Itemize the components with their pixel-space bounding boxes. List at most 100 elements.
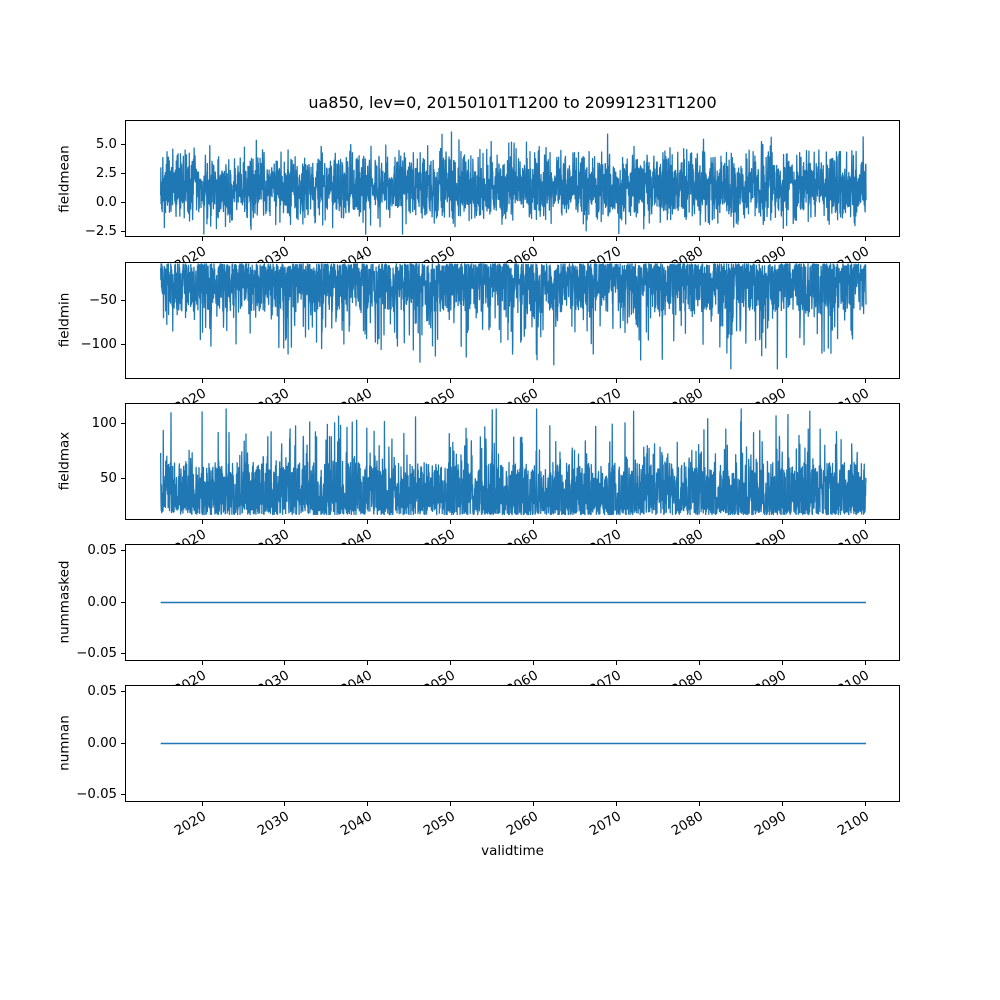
y-tick-label: −100	[80, 336, 117, 352]
x-tick-mark	[864, 801, 866, 806]
y-tick-label: 0.00	[87, 735, 117, 751]
x-tick-label: 2090	[752, 244, 790, 275]
x-tick-mark	[698, 237, 700, 241]
x-tick-label: 2020	[172, 385, 210, 416]
x-tick-label: 2100	[835, 808, 873, 839]
y-tick-mark	[121, 423, 125, 425]
x-tick-label: 2080	[669, 667, 707, 698]
x-tick-label: 2100	[835, 667, 873, 698]
y-tick-mark	[121, 652, 125, 654]
x-tick-mark	[864, 378, 866, 383]
x-tick-mark	[698, 801, 700, 806]
y-axis-label-nummasked: nummasked	[56, 560, 72, 644]
x-tick-label: 2060	[503, 667, 541, 698]
axes-fieldmax	[125, 402, 900, 520]
x-tick-mark	[367, 519, 369, 524]
y-tick-mark	[121, 202, 125, 204]
x-tick-label: 2050	[420, 526, 458, 557]
x-tick-mark	[781, 237, 783, 241]
x-tick-mark	[781, 378, 783, 383]
x-tick-label: 2090	[752, 385, 790, 416]
x-tick-mark	[533, 660, 535, 665]
x-tick-mark	[284, 801, 286, 806]
x-tick-label: 2060	[503, 244, 541, 275]
x-tick-mark	[367, 237, 369, 241]
x-tick-label: 2020	[172, 667, 210, 698]
x-tick-mark	[450, 801, 452, 806]
x-tick-mark	[616, 660, 618, 665]
x-tick-label: 2020	[172, 526, 210, 557]
y-tick-label: 5.0	[95, 136, 117, 152]
y-tick-mark	[121, 231, 125, 233]
x-tick-label: 2050	[420, 808, 458, 839]
y-tick-label: 0.05	[87, 543, 117, 559]
x-tick-mark	[284, 519, 286, 524]
x-tick-mark	[367, 801, 369, 806]
x-tick-label: 2030	[255, 808, 292, 839]
x-tick-mark	[201, 237, 203, 241]
y-tick-mark	[121, 742, 125, 744]
y-tick-mark	[121, 300, 125, 302]
x-tick-mark	[533, 801, 535, 806]
x-tick-mark	[781, 801, 783, 806]
x-tick-label: 2040	[338, 667, 375, 698]
x-tick-label: 2070	[586, 667, 624, 698]
x-tick-mark	[698, 378, 700, 383]
x-tick-label: 2030	[255, 526, 292, 557]
x-tick-label: 2020	[172, 244, 210, 275]
y-axis-label-numnan: numnan	[56, 715, 72, 771]
series-line-fieldmean	[126, 121, 899, 236]
x-tick-label: 2060	[503, 526, 541, 557]
x-tick-label: 2090	[752, 808, 790, 839]
y-axis-label-fieldmax: fieldmax	[56, 431, 72, 491]
y-tick-label: 0.0	[95, 195, 117, 211]
x-tick-mark	[450, 660, 452, 665]
x-tick-mark	[864, 519, 866, 524]
x-tick-mark	[201, 660, 203, 665]
x-tick-mark	[698, 660, 700, 665]
y-tick-mark	[121, 601, 125, 603]
x-tick-label: 2040	[338, 526, 375, 557]
x-tick-mark	[367, 378, 369, 383]
x-tick-mark	[284, 660, 286, 665]
x-tick-mark	[616, 237, 618, 241]
x-tick-label: 2040	[338, 385, 375, 416]
x-tick-mark	[698, 519, 700, 524]
x-tick-mark	[864, 660, 866, 665]
chart-title: ua850, lev=0, 20150101T1200 to 20991231T…	[308, 93, 717, 112]
y-tick-mark	[121, 793, 125, 795]
x-tick-label: 2030	[255, 244, 292, 275]
x-tick-mark	[616, 519, 618, 524]
x-tick-label: 2080	[669, 526, 707, 557]
x-tick-mark	[864, 237, 866, 241]
x-axis-label: validtime	[481, 843, 544, 859]
x-tick-label: 2050	[420, 385, 458, 416]
x-tick-mark	[616, 801, 618, 806]
x-tick-mark	[201, 519, 203, 524]
axes-nummasked	[125, 543, 900, 661]
x-tick-label: 2070	[586, 244, 624, 275]
y-tick-mark	[121, 143, 125, 145]
x-tick-label: 2070	[586, 526, 624, 557]
x-tick-mark	[284, 237, 286, 241]
x-tick-label: 2030	[255, 385, 292, 416]
x-tick-label: 2030	[255, 667, 292, 698]
x-tick-label: 2060	[503, 808, 541, 839]
x-tick-label: 2090	[752, 667, 790, 698]
x-tick-mark	[284, 378, 286, 383]
x-tick-label: 2070	[586, 808, 624, 839]
x-tick-label: 2040	[338, 808, 375, 839]
x-tick-mark	[367, 660, 369, 665]
y-tick-label: 50	[100, 470, 117, 486]
y-axis-label-fieldmin: fieldmin	[56, 292, 72, 348]
x-tick-mark	[781, 519, 783, 524]
y-tick-label: 2.5	[95, 165, 117, 181]
x-tick-label: 2050	[420, 667, 458, 698]
x-tick-label: 2060	[503, 385, 541, 416]
x-tick-mark	[450, 237, 452, 241]
y-tick-mark	[121, 343, 125, 345]
x-tick-label: 2080	[669, 244, 707, 275]
x-tick-label: 2090	[752, 526, 790, 557]
x-tick-mark	[533, 378, 535, 383]
